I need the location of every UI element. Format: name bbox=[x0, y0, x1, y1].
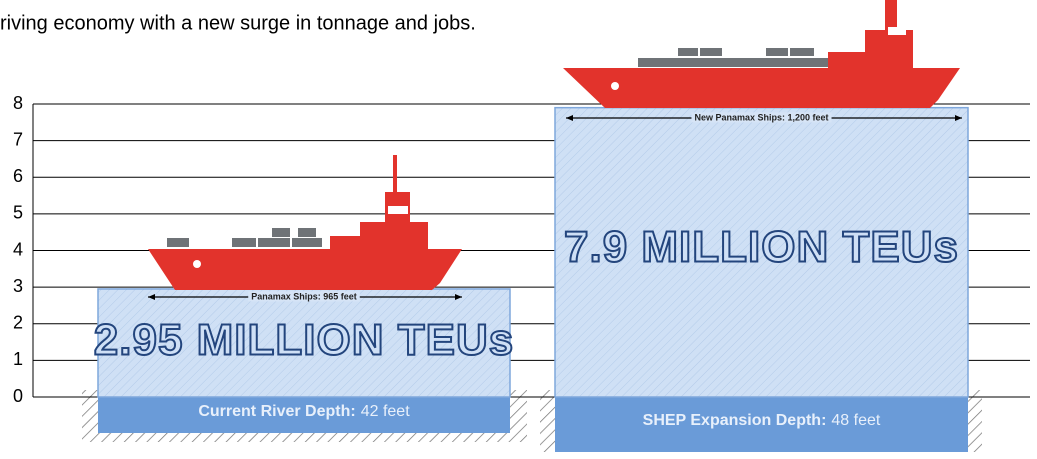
y-tick-label: 0 bbox=[13, 386, 23, 406]
y-tick-label: 6 bbox=[13, 166, 23, 186]
infographic: riving economy with a new surge in tonna… bbox=[0, 0, 1037, 459]
depth-name: Current River Depth: bbox=[198, 403, 355, 420]
value-label: 2.95 MILLION TEUs bbox=[94, 316, 514, 365]
y-tick-label: 2 bbox=[13, 313, 23, 333]
depth-value: 48 feet bbox=[831, 412, 880, 429]
y-tick-label: 7 bbox=[13, 129, 23, 149]
ship-label: Panamax Ships: 965 feet bbox=[251, 291, 357, 301]
depth-label: Current River Depth: 42 feet bbox=[198, 403, 410, 420]
ship-label: New Panamax Ships: 1,200 feet bbox=[694, 112, 828, 122]
depth-label: SHEP Expansion Depth:48 feet bbox=[643, 412, 881, 429]
value-label: 7.9 MILLION TEUs bbox=[564, 223, 959, 272]
depth-name: SHEP Expansion Depth: bbox=[643, 412, 827, 429]
y-tick-label: 5 bbox=[13, 203, 23, 223]
y-tick-label: 1 bbox=[13, 349, 23, 369]
y-tick-label: 4 bbox=[13, 239, 23, 259]
y-tick-label: 3 bbox=[13, 276, 23, 296]
ship-small bbox=[148, 155, 462, 290]
intro-text: riving economy with a new surge in tonna… bbox=[0, 12, 476, 34]
y-tick-label: 8 bbox=[13, 93, 23, 113]
depth-value: 42 feet bbox=[361, 403, 410, 420]
ship-large bbox=[563, 0, 960, 108]
